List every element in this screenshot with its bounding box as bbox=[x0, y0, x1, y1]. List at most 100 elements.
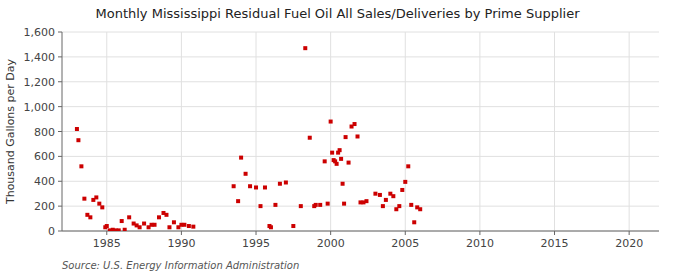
tick-label: 1,200 bbox=[24, 76, 56, 89]
grid-line bbox=[629, 32, 630, 231]
tick-mark bbox=[58, 131, 62, 132]
point bbox=[353, 122, 357, 126]
point bbox=[97, 202, 101, 206]
point bbox=[273, 203, 277, 207]
title: Monthly Mississippi Residual Fuel Oil Al… bbox=[96, 6, 581, 21]
tick-label: 1,600 bbox=[24, 26, 56, 39]
point bbox=[409, 203, 413, 207]
tick-label: 1990 bbox=[167, 237, 195, 250]
tick-label: 2015 bbox=[541, 237, 569, 250]
tick-label: 400 bbox=[34, 175, 55, 188]
point bbox=[239, 156, 243, 160]
tick-mark bbox=[405, 231, 406, 235]
point bbox=[127, 215, 131, 219]
point bbox=[79, 164, 83, 168]
point bbox=[244, 172, 248, 176]
tick-label: 2000 bbox=[317, 237, 345, 250]
point bbox=[123, 228, 127, 231]
tick-label: 0 bbox=[48, 225, 55, 238]
grid-line bbox=[62, 81, 659, 82]
point bbox=[356, 134, 360, 138]
point bbox=[76, 138, 80, 142]
point bbox=[364, 199, 368, 203]
point bbox=[263, 185, 267, 189]
point bbox=[314, 203, 318, 207]
point bbox=[347, 161, 351, 165]
grid-line bbox=[181, 32, 182, 231]
tick-label: 2020 bbox=[615, 237, 643, 250]
chart: Monthly Mississippi Residual Fuel Oil Al… bbox=[0, 0, 675, 275]
point bbox=[182, 223, 186, 227]
point bbox=[344, 135, 348, 139]
point bbox=[94, 195, 98, 199]
tick-mark bbox=[58, 231, 62, 232]
points bbox=[75, 46, 422, 231]
point bbox=[284, 180, 288, 184]
point bbox=[187, 224, 191, 228]
point bbox=[100, 205, 104, 209]
point bbox=[138, 225, 142, 229]
tick-label: 2010 bbox=[466, 237, 494, 250]
tick-label: 2005 bbox=[391, 237, 419, 250]
grid-line bbox=[62, 56, 659, 57]
grid-line bbox=[62, 106, 659, 107]
point bbox=[384, 198, 388, 202]
point bbox=[381, 204, 385, 208]
point bbox=[82, 197, 86, 201]
grid-line bbox=[256, 32, 257, 231]
point bbox=[167, 225, 171, 229]
point bbox=[259, 204, 263, 208]
point bbox=[191, 225, 195, 229]
point bbox=[105, 224, 109, 228]
y-axis-label: Thousand Gallons per Day bbox=[4, 58, 17, 205]
tick-label: 1985 bbox=[93, 237, 121, 250]
point bbox=[303, 46, 307, 50]
grid-line bbox=[62, 156, 659, 157]
point bbox=[418, 207, 422, 211]
tick-mark bbox=[554, 231, 555, 235]
tick-label: 1,000 bbox=[24, 101, 56, 114]
point bbox=[153, 223, 157, 227]
point bbox=[342, 202, 346, 206]
tick-mark bbox=[629, 231, 630, 235]
point bbox=[157, 215, 161, 219]
point bbox=[397, 204, 401, 208]
tick-label: 600 bbox=[34, 150, 55, 163]
grid-line bbox=[62, 231, 659, 232]
point bbox=[391, 194, 395, 198]
grid-line bbox=[405, 32, 406, 231]
tick-label: 800 bbox=[34, 126, 55, 139]
point bbox=[403, 180, 407, 184]
tick-mark bbox=[58, 206, 62, 207]
tick-mark bbox=[58, 106, 62, 107]
point bbox=[164, 213, 168, 217]
point bbox=[248, 184, 252, 188]
grid-line bbox=[106, 32, 107, 231]
point bbox=[330, 151, 334, 155]
point bbox=[339, 157, 343, 161]
tick-mark bbox=[58, 32, 62, 33]
grid-line bbox=[62, 181, 659, 182]
grid-line bbox=[62, 206, 659, 207]
tick-mark bbox=[106, 231, 107, 235]
point bbox=[326, 202, 330, 206]
point bbox=[299, 204, 303, 208]
tick-label: 200 bbox=[34, 200, 55, 213]
grid-line bbox=[330, 32, 331, 231]
tick-mark bbox=[330, 231, 331, 235]
point bbox=[278, 182, 282, 186]
tick-mark bbox=[58, 81, 62, 82]
point bbox=[172, 220, 176, 224]
grid-line bbox=[554, 32, 555, 231]
point bbox=[335, 162, 339, 166]
tick-mark bbox=[58, 156, 62, 157]
point bbox=[142, 222, 146, 226]
tick-mark bbox=[58, 56, 62, 57]
point bbox=[412, 220, 416, 224]
point bbox=[400, 188, 404, 192]
x-axis-line bbox=[62, 231, 659, 232]
point bbox=[378, 193, 382, 197]
point bbox=[117, 228, 121, 231]
point bbox=[75, 127, 79, 131]
point bbox=[308, 136, 312, 140]
